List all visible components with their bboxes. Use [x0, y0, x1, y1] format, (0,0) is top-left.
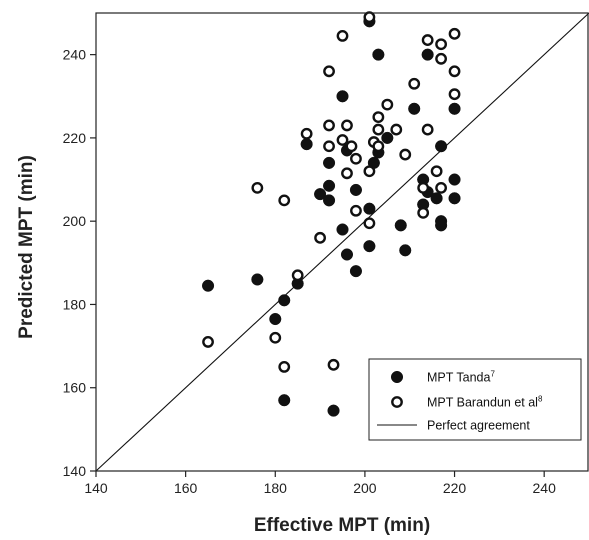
barandun-point — [430, 165, 443, 178]
x-tick-label: 240 — [533, 480, 557, 496]
barandun-point — [269, 331, 282, 344]
barandun-point — [323, 119, 335, 132]
plot-frame — [95, 12, 589, 472]
tanda-point — [201, 279, 215, 292]
barandun-point — [345, 140, 358, 153]
tanda-point — [251, 273, 264, 286]
barandun-point — [421, 34, 434, 46]
barandun-point — [372, 123, 385, 136]
tanda-point — [323, 156, 336, 169]
barandun-point — [390, 123, 403, 136]
barandun-point — [350, 204, 362, 217]
barandun-point — [363, 217, 376, 230]
tanda-point — [323, 179, 336, 192]
tanda-point — [394, 219, 407, 232]
barandun-point — [336, 134, 349, 146]
barandun-point — [251, 181, 264, 194]
barandun-point — [372, 140, 385, 153]
tanda-point — [278, 394, 291, 407]
barandun-point — [435, 52, 447, 65]
barandun-point — [408, 77, 421, 90]
tanda-point — [314, 188, 327, 201]
x-tick-label: 140 — [84, 480, 108, 496]
y-tick-label: 160 — [63, 380, 87, 396]
legend-label: MPT Tanda7 — [427, 370, 495, 385]
x-tick-label: 200 — [353, 480, 377, 496]
tanda-point — [340, 248, 354, 261]
y-tick-label: 140 — [63, 463, 87, 479]
tanda-point — [349, 265, 362, 278]
legend-box — [368, 358, 582, 441]
barandun-point — [314, 231, 326, 244]
tanda-point — [399, 244, 412, 257]
barandun-point — [202, 336, 214, 348]
tanda-point — [363, 202, 376, 215]
tanda-point — [448, 192, 461, 205]
y-tick-label: 180 — [63, 296, 87, 312]
tanda-point — [381, 131, 394, 144]
barandun-point — [323, 140, 335, 153]
barandun-point — [399, 148, 412, 161]
barandun-point — [323, 65, 335, 78]
tanda-point — [421, 48, 434, 61]
legend-label: Perfect agreement — [427, 419, 530, 433]
x-tick-label: 220 — [443, 480, 467, 496]
tanda-point — [336, 223, 349, 236]
barandun-point — [341, 119, 353, 132]
legend-open-marker — [391, 396, 403, 408]
tanda-point — [448, 173, 461, 186]
tanda-point — [372, 48, 385, 61]
tanda-point — [269, 312, 282, 326]
tanda-point — [430, 192, 443, 205]
barandun-point — [435, 181, 447, 194]
barandun-point — [350, 152, 362, 165]
barandun-point — [435, 38, 447, 51]
barandun-point — [363, 11, 376, 24]
tanda-point — [300, 138, 313, 151]
barandun-point — [421, 123, 434, 136]
tanda-point — [327, 404, 340, 417]
tanda-point — [408, 102, 421, 115]
y-tick-label: 240 — [63, 47, 87, 63]
legend-label: MPT Barandun et al8 — [427, 395, 543, 410]
barandun-point — [363, 165, 376, 178]
legend: MPT Tanda7 MPT Barandun et al8 Perfect agr… — [368, 358, 582, 441]
barandun-point — [448, 88, 461, 101]
barandun-point — [448, 27, 461, 40]
y-tick-label: 220 — [63, 130, 87, 146]
barandun-point — [417, 181, 430, 194]
barandun-point — [278, 361, 291, 373]
barandun-point — [381, 98, 394, 111]
barandun-point — [336, 30, 349, 42]
tanda-point — [278, 294, 291, 307]
plot-area — [95, 11, 589, 472]
barandun-point — [300, 127, 313, 140]
barandun-point — [372, 111, 385, 123]
barandun-point — [448, 65, 461, 78]
perfect-agreement-line — [95, 12, 589, 472]
tanda-point — [435, 140, 448, 153]
barandun-point — [278, 194, 291, 207]
x-tick-label: 180 — [264, 480, 288, 496]
axes: 140 160 180 200 220 240 140 160 180 200 220 240 — [63, 12, 589, 496]
barandun-point — [417, 206, 430, 219]
barandun-point — [341, 167, 353, 180]
tanda-point — [448, 102, 461, 115]
y-tick-label: 200 — [63, 213, 87, 229]
tanda-point — [323, 194, 336, 207]
legend-filled-marker — [390, 370, 404, 384]
y-axis-title: Predicted MPT (min) — [16, 155, 37, 339]
tanda-point — [363, 240, 376, 253]
tanda-point — [435, 219, 448, 232]
x-axis-title: Effective MPT (min) — [254, 515, 430, 536]
x-tick-label: 160 — [174, 480, 198, 496]
tanda-point — [349, 183, 362, 197]
barandun-point — [291, 269, 304, 282]
barandun-point — [327, 358, 340, 371]
tanda-point — [336, 90, 349, 103]
